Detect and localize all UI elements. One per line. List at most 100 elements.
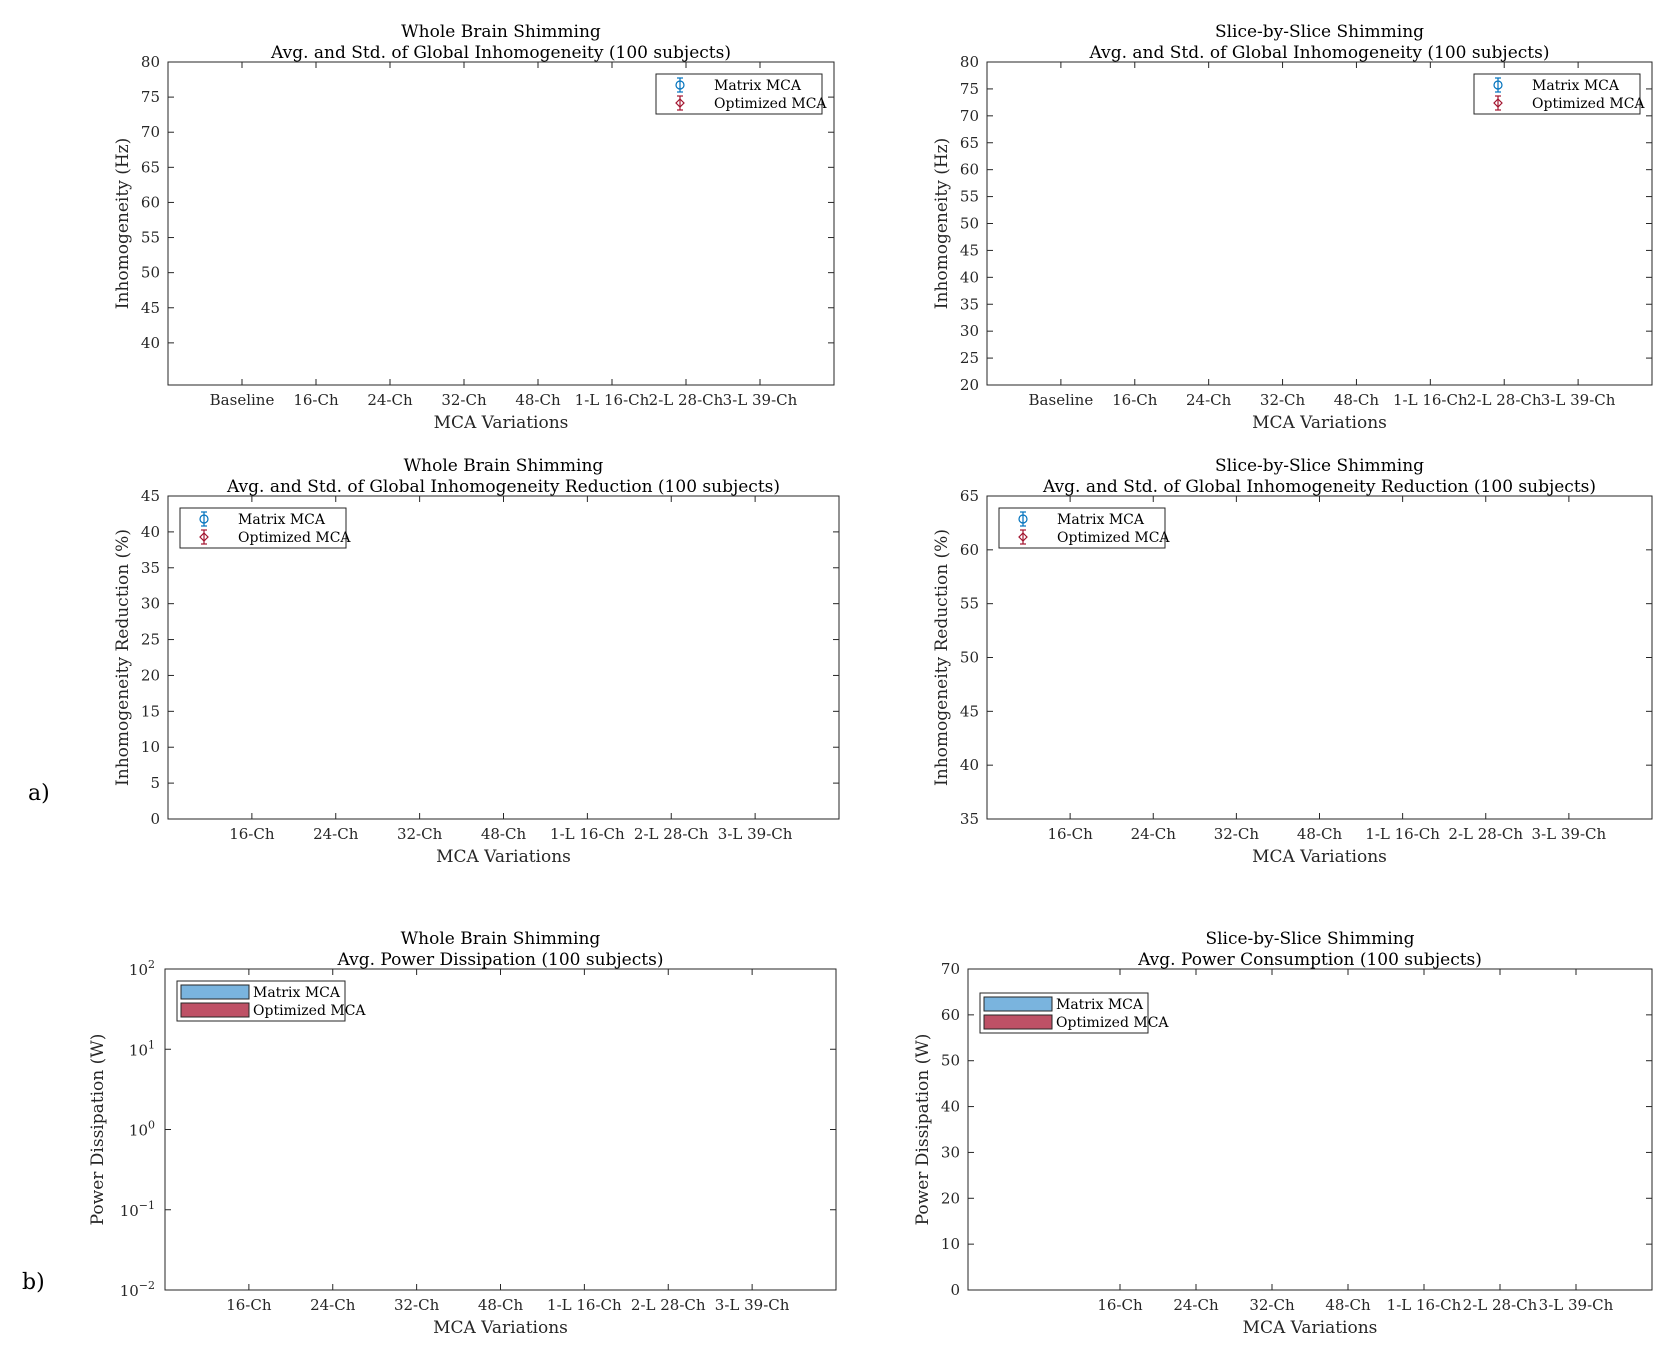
y-tick-label: 20: [960, 376, 979, 394]
y-tick-label: 70: [960, 107, 979, 125]
legend-item-optimized-mca: Optimized MCA: [1018, 529, 1170, 546]
y-tick-label: 35: [960, 295, 979, 313]
x-axis-label: MCA Variations: [1243, 1318, 1378, 1338]
y-tick-label: 40: [141, 334, 160, 352]
chart-1: 40 45 50 55 60 65 70 75 80 Baseline 16-Ch 24-Ch 32-C…: [113, 22, 835, 433]
x-tick-label: 1-L 16-Ch: [575, 391, 650, 409]
legend-item-matrix-mca: Matrix MCA: [1018, 511, 1145, 528]
legend: Matrix MCA Optimized MCA: [979, 992, 1169, 1034]
x-tick-label: 48-Ch: [478, 1296, 524, 1314]
legend-label: Matrix MCA: [714, 78, 802, 94]
y-tick-label: 50: [960, 649, 979, 667]
x-tick-label: 1-L 16-Ch: [1393, 391, 1468, 409]
y-tick-label: 55: [960, 595, 979, 613]
legend-marker: [199, 532, 209, 542]
legend-item-optimized-mca: Optimized MCA: [675, 95, 827, 112]
y-tick-label: 60: [941, 1006, 960, 1024]
chart-subtitle: Avg. and Std. of Global Inhomogeneity Re…: [1042, 477, 1596, 497]
x-tick-label: 32-Ch: [394, 1296, 440, 1314]
x-tick-label: 32-Ch: [441, 391, 487, 409]
plot-frame: [986, 495, 1653, 820]
y-tick-label: 40: [941, 1098, 960, 1116]
x-tick-label: 48-Ch: [1325, 1296, 1371, 1314]
x-tick-label: 16-Ch: [1097, 1296, 1143, 1314]
legend-item-matrix-mca: Matrix MCA: [180, 984, 341, 1001]
x-tick-label: 3-L 39-Ch: [718, 825, 793, 843]
x-tick-label: 16-Ch: [226, 1296, 272, 1314]
y-axis-label: Inhomogeneity Reduction (%): [113, 529, 133, 786]
y-tick-label: 15: [141, 702, 160, 720]
y-tick-label: 0: [150, 810, 160, 828]
legend: Matrix MCA Optimized MCA: [1473, 73, 1645, 115]
chart-title: Whole Brain Shimming: [404, 456, 604, 476]
x-axis-label: MCA Variations: [1252, 413, 1387, 433]
legend-item-optimized-mca: Optimized MCA: [180, 1002, 366, 1019]
panel-label-a: a): [28, 781, 50, 806]
legend-label: Matrix MCA: [1057, 512, 1145, 528]
legend-marker: [199, 514, 209, 524]
y-tick-label: 55: [141, 229, 160, 247]
x-tick-label: 48-Ch: [481, 825, 527, 843]
legend-label: Matrix MCA: [1532, 78, 1620, 94]
plot-frame: [167, 61, 835, 386]
x-tick-label: 1-L 16-Ch: [1365, 825, 1440, 843]
legend-label: Optimized MCA: [238, 530, 351, 546]
y-axis-label: Inhomogeneity (Hz): [932, 138, 952, 309]
x-tick-label: 24-Ch: [313, 825, 359, 843]
x-axis-label: MCA Variations: [436, 847, 571, 867]
y-tick-label: 75: [960, 80, 979, 98]
legend-label: Matrix MCA: [1056, 997, 1144, 1013]
y-tick-label: 35: [141, 559, 160, 577]
legend-item-matrix-mca: Matrix MCA: [675, 77, 802, 94]
chart-title: Slice-by-Slice Shimming: [1205, 929, 1414, 949]
x-axis-label: MCA Variations: [1252, 847, 1387, 867]
y-tick-label: 80: [960, 53, 979, 71]
x-tick-label: 2-L 28-Ch: [631, 1296, 706, 1314]
x-tick-label: 2-L 28-Ch: [1463, 1296, 1538, 1314]
y-tick-label: 60: [960, 161, 979, 179]
legend-marker: [675, 80, 685, 90]
x-tick-label: 48-Ch: [1334, 391, 1380, 409]
legend: Matrix MCA Optimized MCA: [176, 980, 366, 1022]
legend-item-optimized-mca: Optimized MCA: [1493, 95, 1645, 112]
x-tick-label: 48-Ch: [1297, 825, 1343, 843]
legend: Matrix MCA Optimized MCA: [179, 507, 351, 549]
legend-swatch: [983, 1014, 1053, 1030]
x-tick-label: 24-Ch: [1186, 391, 1232, 409]
y-tick-label: 45: [141, 299, 160, 317]
y-tick-label: 50: [941, 1052, 960, 1070]
x-tick-label: 1-L 16-Ch: [1387, 1296, 1462, 1314]
panel-label-b: b): [22, 1270, 45, 1295]
y-axis-label: Power Dissipation (W): [88, 1034, 108, 1226]
x-tick-label: 1-L 16-Ch: [550, 825, 625, 843]
y-tick-label: 40: [960, 756, 979, 774]
x-tick-label: 3-L 39-Ch: [723, 391, 798, 409]
legend-swatch: [983, 996, 1053, 1012]
legend-item-optimized-mca: Optimized MCA: [199, 529, 351, 546]
y-tick-label: 70: [141, 123, 160, 141]
y-tick-label: 10−1: [120, 1199, 155, 1220]
chart-subtitle: Avg. Power Consumption (100 subjects): [1137, 950, 1482, 970]
y-tick-label: 35: [960, 810, 979, 828]
y-tick-label: 40: [960, 268, 979, 286]
legend-item-matrix-mca: Matrix MCA: [1493, 77, 1620, 94]
x-tick-label: Baseline: [1029, 391, 1094, 409]
y-tick-label: 60: [141, 193, 160, 211]
legend-marker: [1018, 532, 1028, 542]
plot-frame: [167, 495, 840, 820]
y-tick-label: 101: [129, 1038, 155, 1059]
y-tick-label: 70: [941, 960, 960, 978]
chart-3: 0 5 10 15 20 25 30 35 40 45 16-Ch 24-Ch 32-Ch 48-Ch 1-…: [113, 456, 840, 867]
y-axis-label: Inhomogeneity Reduction (%): [932, 529, 952, 786]
y-tick-label: 100: [129, 1119, 155, 1140]
x-tick-label: 32-Ch: [397, 825, 443, 843]
chart-title: Slice-by-Slice Shimming: [1215, 456, 1424, 476]
chart-subtitle: Avg. Power Dissipation (100 subjects): [337, 950, 664, 970]
legend-marker: [1493, 80, 1503, 90]
legend-swatch: [180, 984, 250, 1000]
y-tick-label: 30: [941, 1143, 960, 1161]
y-axis-label: Inhomogeneity (Hz): [113, 138, 133, 309]
legend-label: Matrix MCA: [253, 985, 341, 1001]
y-tick-label: 50: [960, 215, 979, 233]
legend-marker: [1493, 98, 1503, 108]
